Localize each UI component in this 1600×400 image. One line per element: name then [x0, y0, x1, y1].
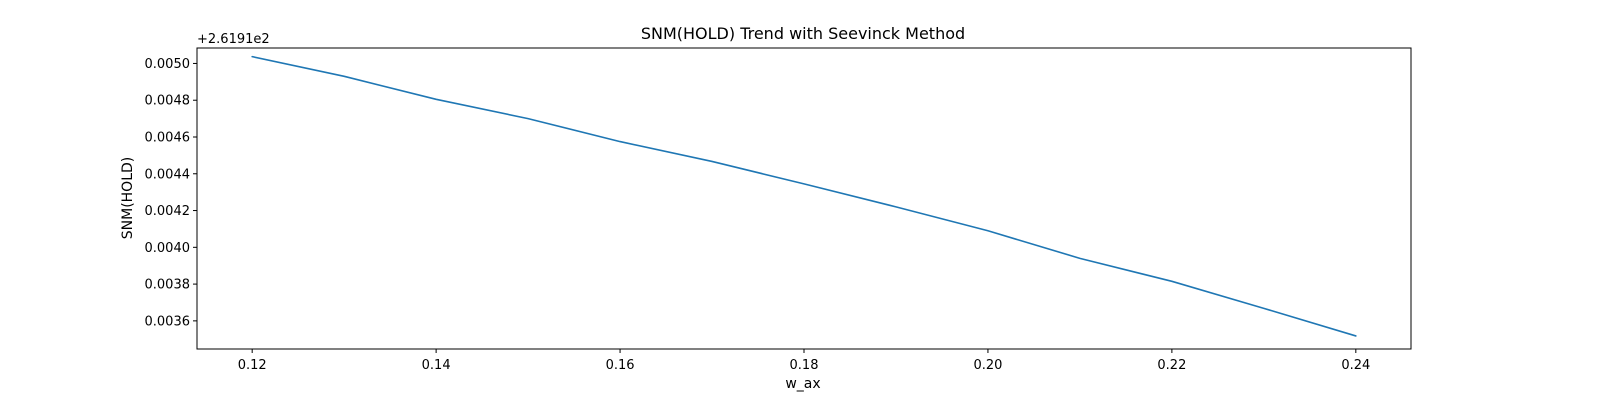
chart-title: SNM(HOLD) Trend with Seevinck Method — [641, 24, 965, 43]
x-tick-label: 0.18 — [790, 358, 819, 373]
y-axis-offset-text: +2.6191e2 — [197, 32, 270, 47]
x-tick-label: 0.22 — [1157, 358, 1186, 373]
x-tick-label: 0.14 — [422, 358, 451, 373]
plot-frame — [196, 47, 1412, 350]
plot-area — [197, 48, 1411, 349]
y-tick-label: 0.0050 — [145, 57, 191, 72]
y-tick-label: 0.0038 — [145, 278, 191, 293]
y-tick-label: 0.0046 — [145, 130, 191, 145]
y-axis-ticks: 0.0036 0.0038 0.0040 0.0042 0.0044 0.0046 0.00… — [145, 57, 197, 329]
y-tick-label: 0.0040 — [145, 241, 191, 256]
x-axis-label: w_ax — [785, 376, 820, 392]
y-tick-label: 0.0048 — [145, 94, 191, 109]
y-tick-label: 0.0044 — [145, 167, 191, 182]
y-tick-label: 0.0036 — [145, 314, 191, 329]
x-tick-label: 0.12 — [238, 358, 267, 373]
series-line — [251, 55, 1357, 337]
y-axis-label: SNM(HOLD) — [120, 157, 136, 240]
x-axis-ticks: 0.12 0.14 0.16 0.18 0.20 0.22 0.24 — [238, 349, 1370, 373]
x-tick-label: 0.20 — [973, 358, 1002, 373]
series-layer — [251, 55, 1357, 337]
x-tick-label: 0.16 — [606, 358, 635, 373]
y-tick-label: 0.0042 — [145, 204, 191, 219]
x-tick-label: 0.24 — [1341, 358, 1370, 373]
